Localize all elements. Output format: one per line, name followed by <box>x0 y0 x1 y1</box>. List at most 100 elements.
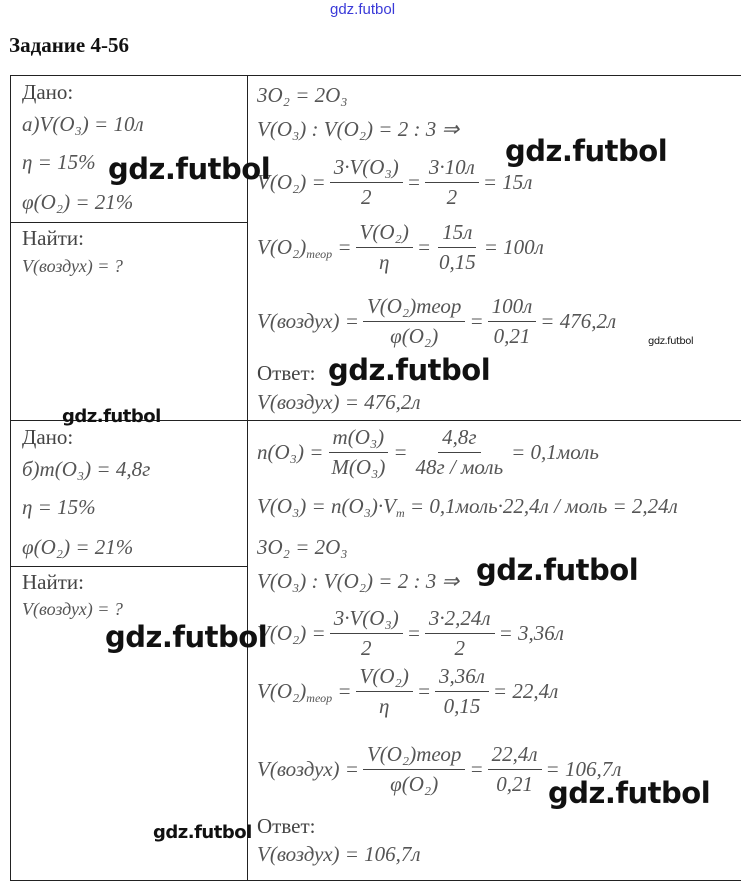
watermark: gdz.futbol <box>105 620 268 654</box>
formula-text: а)V(O₃) = 10л <box>22 112 144 136</box>
formula-text: = <box>332 679 352 703</box>
formula-text: V(воздух) = ? <box>22 256 123 276</box>
formula-text: V(воздух) = 106,7л <box>257 842 421 866</box>
watermark: gdz.futbol <box>153 822 252 843</box>
subscript: теор <box>306 691 333 705</box>
numerator: 3·10л <box>424 155 479 183</box>
fraction: m(O₃) M(O₃) <box>327 425 389 480</box>
formula-text: = <box>332 235 352 259</box>
numerator: 3·2,24л <box>424 606 495 634</box>
formula-text: = 0,1моль <box>511 440 599 464</box>
solution-a-1: 3O₂ = 2O₃ <box>257 83 348 108</box>
formula-text: = <box>469 757 484 781</box>
divider-given-find-a <box>10 222 247 223</box>
formula-text: б)m(O₃) = 4,8г <box>22 457 151 481</box>
given-b-1: б)m(O₃) = 4,8г <box>22 457 150 482</box>
denominator: 0,21 <box>493 324 531 348</box>
formula-text: = <box>406 621 421 645</box>
formula-text: = 15л <box>482 170 533 194</box>
watermark: gdz.futbol <box>505 134 668 168</box>
fraction: V(O₂) η <box>355 220 413 275</box>
answer-b: V(воздух) = 106,7л <box>257 842 421 867</box>
formula-text: = <box>416 235 431 259</box>
solution-b-6: V(O₂) теор = V(O₂) η = 3,36л 0,15 = 22,4л <box>257 664 558 719</box>
find-label-b: Найти: <box>22 570 84 594</box>
find-label-a: Найти: <box>22 226 84 250</box>
fraction: V(O₂)теор φ(O₂) <box>362 294 466 349</box>
formula-text: V(O₂) = <box>257 621 326 645</box>
fraction: 3·V(O₃) 2 <box>329 155 403 210</box>
formula-text: = <box>393 440 408 464</box>
divider-given-find-b <box>10 566 247 567</box>
numerator: 100л <box>487 294 537 322</box>
denominator: M(O₃) <box>331 455 386 479</box>
numerator: V(O₂) <box>355 664 413 692</box>
subscript: m <box>395 506 405 520</box>
given-b-3: φ(O₂) = 21% <box>22 535 133 560</box>
formula-text: V(воздух) = 476,2л <box>257 390 421 414</box>
formula-text: = <box>416 679 431 703</box>
fraction: 22,4л 0,21 <box>487 742 542 797</box>
numerator: 15л <box>438 220 477 248</box>
formula-text: V(O₃) : V(O₂) = 2 : 3 ⇒ <box>257 569 460 593</box>
formula-text: η = 15% <box>22 495 96 519</box>
fraction: 3,36л 0,15 <box>435 664 489 719</box>
solution-b-3: 3O₂ = 2O₃ <box>257 535 348 560</box>
formula-text: V(воздух) = ? <box>22 599 123 619</box>
solution-b-2: V(O₃) = n(O₃)·V m = 0,1моль·22,4л / моль … <box>257 494 678 520</box>
formula-text: = 22,4л <box>492 679 559 703</box>
given-a-3: φ(O₂) = 21% <box>22 190 133 215</box>
fraction: 4,8г 48г / моль <box>412 425 508 480</box>
formula-text: V(O₂) = <box>257 170 326 194</box>
numerator: V(O₂)теор <box>362 742 466 770</box>
watermark: gdz.futbol <box>328 353 491 387</box>
denominator: 0,15 <box>443 694 481 718</box>
given-a-2: η = 15% <box>22 150 96 175</box>
formula-text: = 0,1моль·22,4л / моль = 2,24л <box>404 494 678 518</box>
formula-text: φ(O₂) = 21% <box>22 190 134 214</box>
solution-a-4: V(O₂) теор = V(O₂) η = 15л 0,15 = 100л <box>257 220 544 275</box>
formula-text: φ(O₂) = 21% <box>22 535 134 559</box>
solution-b-7: V(воздух) = V(O₂)теор φ(O₂) = 22,4л 0,21 = 106… <box>257 742 621 797</box>
denominator: 0,15 <box>439 250 476 274</box>
given-label-a: Дано: <box>22 80 74 104</box>
divider-parts <box>10 420 741 421</box>
watermark: gdz.futbol <box>108 152 271 186</box>
denominator: 48г / моль <box>415 455 504 479</box>
numerator: V(O₂) <box>355 220 413 248</box>
given-b-2: η = 15% <box>22 495 96 520</box>
formula-text: = 476,2л <box>540 309 617 333</box>
subscript: теор <box>306 247 333 261</box>
watermark: gdz.futbol <box>648 336 694 347</box>
formula-text: = 100л <box>483 235 544 259</box>
given-label-b: Дано: <box>22 425 74 449</box>
column-divider <box>247 75 248 881</box>
numerator: 3,36л <box>435 664 489 692</box>
formula-text: 3O₂ = 2O₃ <box>257 535 348 559</box>
numerator: 3·V(O₃) <box>329 606 403 634</box>
answer-label-b: Ответ: <box>257 814 316 838</box>
numerator: 22,4л <box>487 742 542 770</box>
formula-text: n(O₃) = <box>257 440 324 464</box>
fraction: 15л 0,15 <box>435 220 480 275</box>
formula-text: V(O₃) = n(O₃)·V <box>257 494 396 518</box>
watermark: gdz.futbol <box>476 553 639 587</box>
solution-b-5: V(O₂) = 3·V(O₃) 2 = 3·2,24л 2 = 3,36л <box>257 606 564 661</box>
table-border-left <box>10 75 11 881</box>
watermark-top: gdz.futbol <box>330 1 396 18</box>
table-border-top <box>10 75 741 76</box>
formula-text: V(O₂) <box>257 235 307 259</box>
denominator: 2 <box>454 636 465 660</box>
find-b: V(воздух) = ? <box>22 599 123 620</box>
fraction: V(O₂)теор φ(O₂) <box>362 742 466 797</box>
fraction: 3·2,24л 2 <box>424 606 495 661</box>
numerator: 4,8г <box>438 425 481 453</box>
denominator: 2 <box>360 636 372 660</box>
formula-text: V(O₃) : V(O₂) = 2 : 3 ⇒ <box>257 117 460 141</box>
fraction: 3·V(O₃) 2 <box>329 606 403 661</box>
denominator: φ(O₂) <box>390 772 439 796</box>
denominator: 0,21 <box>496 772 533 796</box>
formula-text: = 106,7л <box>545 757 622 781</box>
solution-a-5: V(воздух) = V(O₂)теор φ(O₂) = 100л 0,21 = 476,… <box>257 294 616 349</box>
formula-text: 3O₂ = 2O₃ <box>257 83 348 107</box>
